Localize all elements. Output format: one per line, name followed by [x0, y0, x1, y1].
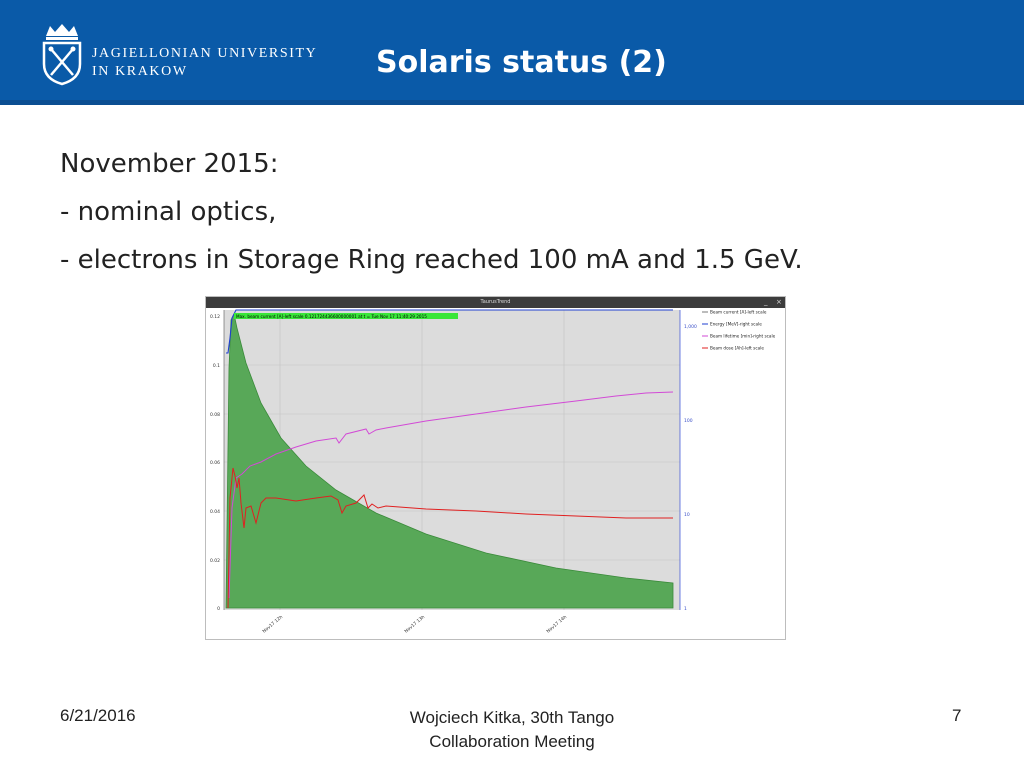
x-tick: Nov17 13h [403, 614, 426, 634]
legend-entry: Beam lifetime [min]-right scale [710, 334, 776, 339]
taurus-trend-screenshot: TaurusTrend _ × Max. beam current [A]-le… [205, 296, 786, 640]
left-tick: 0.02 [210, 558, 220, 564]
right-tick: 10 [684, 512, 690, 518]
max-current-annotation: Max. beam current [A]-left scale 0.12172… [236, 314, 427, 319]
x-tick: Nov17 14h [545, 614, 568, 634]
minimize-icon: _ [764, 298, 768, 306]
university-name: JAGIELLONIAN UNIVERSITY IN KRAKOW [92, 45, 317, 81]
slide-body: November 2015: - nominal optics, - elect… [60, 140, 803, 284]
right-tick: 100 [684, 418, 693, 424]
legend-entry: Beam current [A]-left scale [710, 310, 767, 315]
body-line-2: - nominal optics, [60, 197, 277, 227]
left-tick: 0.04 [210, 509, 220, 515]
lifetime-line [228, 391, 674, 599]
page-number: 7 [952, 706, 962, 725]
legend-entry: Beam dose [Ah]-left scale [710, 346, 764, 351]
jagiellonian-crest-icon [42, 24, 82, 86]
university-name-line2: IN KRAKOW [92, 64, 188, 79]
plot-legend: Beam current [A]-left scale Energy [MeV]… [702, 310, 776, 351]
legend-entry: Energy [MeV]-right scale [710, 322, 762, 327]
right-tick: 1,000 [684, 324, 697, 330]
body-line-3: - electrons in Storage Ring reached 100 … [60, 245, 803, 275]
left-tick: 0.1 [213, 363, 220, 369]
screenshot-window-title: TaurusTrend [480, 299, 511, 305]
left-tick: 0.06 [210, 460, 220, 466]
trend-plot: Max. beam current [A]-left scale 0.12172… [210, 309, 776, 635]
footer-presenter: Wojciech Kitka, 30th Tango Collaboration… [362, 706, 662, 754]
screenshot-window-titlebar: TaurusTrend _ × [206, 297, 785, 308]
body-line-1: November 2015: [60, 149, 279, 179]
right-tick: 1 [684, 606, 687, 612]
left-tick: 0.08 [210, 412, 220, 418]
max-current-annotation-box [234, 313, 458, 319]
energy-line [226, 309, 673, 354]
left-tick: 0 [217, 606, 220, 612]
close-icon: × [776, 298, 782, 306]
header-divider [0, 100, 1024, 105]
x-tick: Nov17 12h [261, 614, 284, 634]
footer-presenter-line2: Collaboration Meeting [429, 732, 595, 751]
slide-title: Solaris status (2) [376, 45, 667, 80]
footer-date: 6/21/2016 [60, 706, 136, 725]
header-band: JAGIELLONIAN UNIVERSITY IN KRAKOW Solari… [0, 0, 1024, 100]
footer-presenter-line1: Wojciech Kitka, 30th Tango [409, 708, 615, 727]
dose-line [227, 467, 673, 609]
university-name-line1: JAGIELLONIAN UNIVERSITY [92, 46, 318, 61]
left-tick: 0.12 [210, 314, 220, 320]
